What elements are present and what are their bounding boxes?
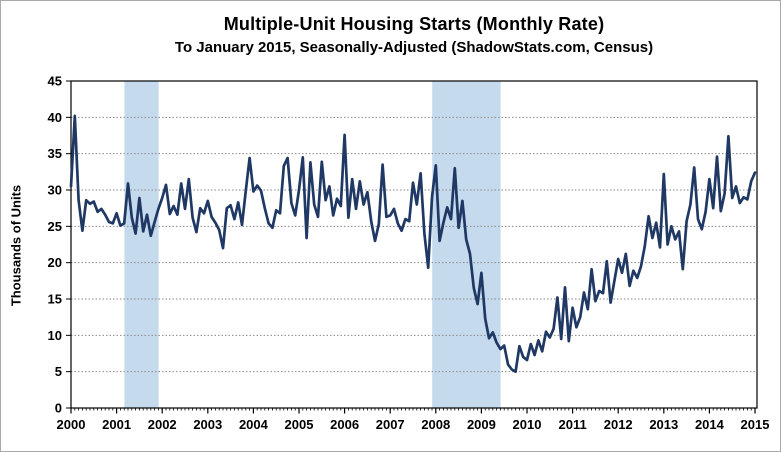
y-tick-label: 0 [55,401,62,416]
y-tick-label: 40 [48,110,62,125]
x-tick-label: 2005 [285,417,314,432]
x-tick-label: 2013 [649,417,678,432]
data-line [69,114,757,374]
x-tick-label: 2004 [239,417,269,432]
x-tick-label: 2011 [558,417,586,432]
chart-subtitle: To January 2015, Seasonally-Adjusted (Sh… [174,39,654,56]
x-tick-label: 2007 [376,417,405,432]
x-tick-label: 2002 [148,417,177,432]
x-tick-label: 2001 [102,417,131,432]
x-tick-label: 2014 [695,417,725,432]
y-tick-label: 35 [48,146,62,161]
x-tick-label: 2010 [513,417,542,432]
plot-frame [70,80,758,409]
x-tick-label: 2006 [330,417,359,432]
y-tick-label: 45 [48,74,62,89]
y-tick-label: 25 [48,219,62,234]
y-tick-label: 30 [48,183,62,198]
x-tick-label: 2009 [467,417,496,432]
x-tick-label: 2012 [604,417,633,432]
x-tick-label: 2003 [193,417,222,432]
x-tick-label: 2015 [741,417,770,432]
x-tick-label: 2000 [57,417,86,432]
y-tick-label: 10 [48,328,62,343]
y-tick-label: 5 [55,364,62,379]
y-tick-label: 20 [48,255,62,270]
chart-title: Multiple-Unit Housing Starts (Monthly Ra… [223,14,605,34]
x-tick-label: 2008 [421,417,450,432]
y-tick-label: 15 [48,292,62,307]
recession-band [124,81,159,408]
